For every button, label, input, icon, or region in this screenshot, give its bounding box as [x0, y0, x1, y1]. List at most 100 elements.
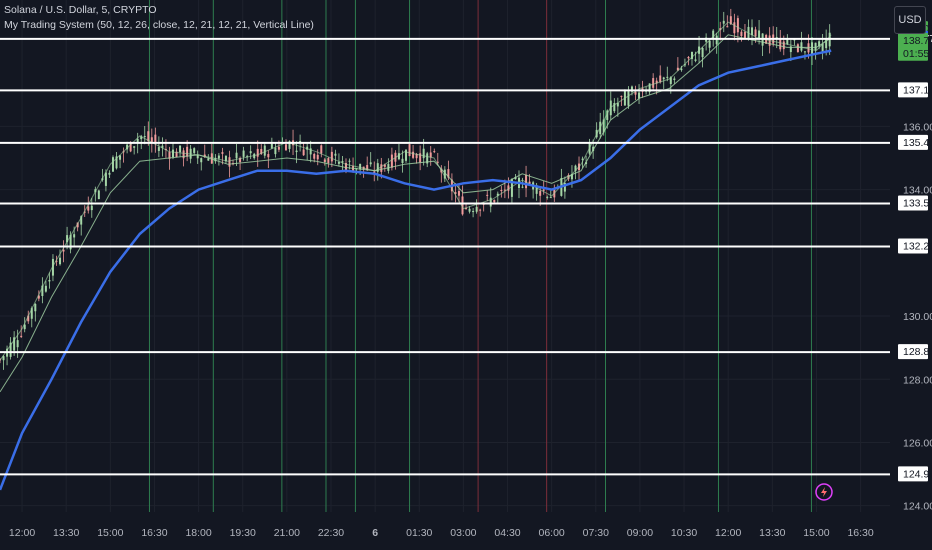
candle-body: [288, 141, 291, 149]
candle-body: [549, 197, 552, 199]
candle-body: [479, 209, 482, 211]
candle-body: [9, 342, 12, 357]
candle-body: [380, 164, 383, 172]
candle-body: [359, 163, 362, 170]
candle-body: [249, 151, 252, 154]
candle-body: [161, 145, 164, 148]
vertical-session-lines: [148, 0, 812, 512]
candle-body: [581, 158, 584, 160]
candle-body: [330, 151, 333, 162]
candle-body: [472, 211, 475, 213]
candle-body: [263, 145, 266, 156]
price-label-box: [898, 344, 928, 360]
candle-body: [429, 152, 432, 158]
candle-body: [44, 285, 47, 292]
candle-body: [344, 163, 347, 171]
candle-body: [465, 208, 468, 210]
candle-body: [673, 78, 676, 80]
price-axis[interactable]: 136.00134.00130.00128.00126.00124.00139.…: [898, 21, 932, 513]
candle-body: [348, 160, 351, 162]
candle-body: [401, 158, 404, 164]
time-tick-label: 19:30: [230, 527, 256, 539]
candle-body: [221, 152, 224, 154]
candle-body: [150, 137, 153, 143]
candle-body: [179, 145, 182, 153]
candle-body: [648, 83, 651, 93]
candle-body: [37, 295, 40, 299]
candle-body: [461, 196, 464, 215]
candle-body: [726, 26, 729, 28]
candle-body: [751, 27, 754, 36]
horizontal-levels[interactable]: [0, 37, 890, 476]
candle-body: [320, 145, 323, 154]
candle-body: [136, 138, 139, 144]
candle-body: [567, 175, 570, 180]
candle-body: [383, 164, 386, 167]
candle-body: [486, 194, 489, 196]
indicator-legend[interactable]: My Trading System (50, 12, 26, close, 12…: [4, 19, 314, 31]
candle-body: [443, 169, 446, 179]
candle-body: [217, 155, 220, 159]
candle-body: [13, 337, 16, 351]
candle-body: [694, 59, 697, 61]
candle-body: [758, 30, 761, 38]
candle-body: [676, 67, 679, 71]
price-tick-label: 136.00: [903, 121, 932, 133]
candle-body: [468, 208, 471, 212]
candle-body: [104, 172, 107, 186]
candle-body: [489, 197, 492, 207]
candle-body: [803, 51, 806, 53]
candle-body: [193, 148, 196, 153]
candle-body: [613, 103, 616, 112]
candle-body: [814, 42, 817, 51]
time-tick-label: 6: [372, 527, 378, 539]
candle-body: [722, 20, 725, 24]
candle-body: [514, 176, 517, 180]
candle-body: [51, 258, 54, 276]
candle-body: [55, 260, 58, 262]
candle-body: [616, 102, 619, 107]
candle-body: [274, 147, 277, 155]
candle-body: [299, 140, 302, 142]
price-label-box: [898, 195, 928, 211]
candle-body: [337, 161, 340, 164]
currency-button[interactable]: USD: [894, 6, 926, 34]
candle-body: [41, 285, 44, 297]
symbol-title: Solana / U.S. Dollar, 5, CRYPTO: [4, 4, 157, 16]
price-label-box: [898, 238, 928, 254]
time-tick-label: 07:30: [583, 527, 609, 539]
candle-body: [80, 216, 83, 225]
candle-body: [2, 356, 5, 361]
lightning-icon: [821, 487, 827, 497]
ema-close-line: [0, 21, 832, 361]
candle-body: [119, 155, 122, 160]
candle-body: [408, 144, 411, 157]
candle-body: [715, 35, 718, 45]
candle-body: [493, 200, 496, 203]
candle-body: [277, 146, 280, 150]
candle-body: [30, 308, 33, 319]
candle-body: [447, 169, 450, 178]
price-label-text: 133.56: [903, 198, 932, 210]
candle-body: [655, 80, 658, 84]
candle-body: [528, 181, 531, 185]
candle-body: [754, 29, 757, 37]
candle-body: [729, 16, 732, 25]
price-tick-label: 124.00: [903, 501, 932, 513]
candle-body: [740, 31, 743, 37]
time-tick-label: 03:00: [450, 527, 476, 539]
time-axis[interactable]: 12:00 13:30 15:00 16:30 18:00 19:30 21:00 22:30…: [9, 527, 874, 539]
candle-body: [818, 41, 821, 47]
candle-body: [83, 211, 86, 213]
candle-body: [34, 304, 37, 312]
candle-body: [422, 148, 425, 159]
candle-body: [542, 189, 545, 191]
time-tick-label: 09:00: [627, 527, 653, 539]
candle-body: [510, 179, 513, 197]
candle-body: [811, 42, 814, 56]
ema-50-line: [0, 49, 832, 491]
candle-body: [708, 40, 711, 48]
candle-body: [316, 154, 319, 160]
candle-body: [563, 183, 566, 192]
